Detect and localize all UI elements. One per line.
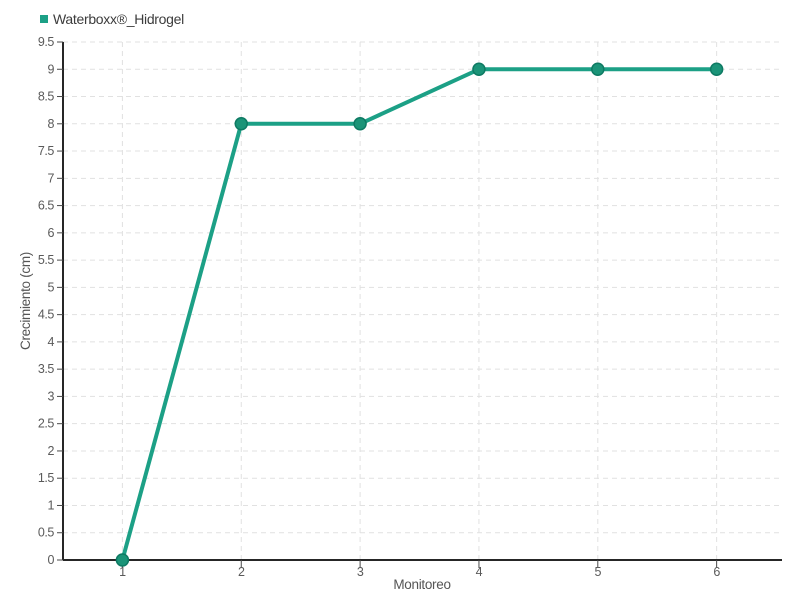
y-tick-label: 2.5 — [38, 417, 55, 431]
legend-swatch-icon — [40, 15, 48, 23]
series-line — [120, 67, 719, 562]
y-tick-label: 3 — [47, 389, 54, 403]
data-point-marker — [472, 62, 486, 77]
data-point-marker — [115, 553, 130, 567]
y-tick-label: 5 — [47, 280, 54, 294]
y-tick-label: 9.5 — [38, 35, 55, 49]
y-tick-label: 2 — [47, 444, 54, 458]
y-tick-label: 5.5 — [38, 253, 55, 267]
y-axis-title: Crecimiento (cm) — [18, 252, 33, 350]
y-tick-label: 3.5 — [38, 362, 55, 376]
y-tick-label: 7 — [47, 171, 54, 185]
y-tick-label: 9 — [47, 62, 54, 76]
chart-legend: Waterboxx®_Hidrogel — [40, 11, 184, 27]
y-tick-label: 1.5 — [38, 471, 55, 485]
axes — [62, 42, 782, 561]
x-tick-label: 5 — [595, 565, 602, 579]
x-tick-label: 3 — [357, 565, 364, 579]
y-tick-label: 0 — [47, 553, 54, 567]
x-tick-label: 2 — [238, 565, 245, 579]
y-tick-label: 8 — [47, 117, 54, 131]
x-tick-label: 6 — [713, 565, 720, 579]
y-tick-label: 4 — [47, 335, 54, 349]
y-tick-label: 1 — [47, 498, 54, 512]
tick-marks — [57, 41, 718, 568]
tick-labels: 0 0.5 1 1.5 2 2.5 3 3.5 4 4.5 5 5.5 6 6.5 7 7.5 8 8.5 9 9.5… — [38, 35, 721, 579]
legend-item-label: Waterboxx®_Hidrogel — [53, 11, 184, 27]
x-tick-label: 4 — [476, 565, 483, 579]
series-group — [115, 62, 724, 567]
data-point-marker — [234, 117, 249, 131]
x-tick-label: 1 — [119, 565, 126, 579]
data-point-marker — [709, 62, 724, 77]
y-tick-label: 7.5 — [38, 144, 55, 158]
data-point-marker — [591, 62, 605, 77]
y-tick-label: 6 — [47, 226, 54, 240]
y-tick-label: 8.5 — [38, 90, 55, 104]
y-tick-label: 0.5 — [38, 526, 55, 540]
data-point-marker — [353, 117, 367, 131]
y-tick-label: 6.5 — [38, 199, 55, 213]
gridlines — [63, 41, 782, 560]
x-axis-title: Monitoreo — [393, 577, 450, 592]
y-tick-label: 4.5 — [38, 308, 55, 322]
